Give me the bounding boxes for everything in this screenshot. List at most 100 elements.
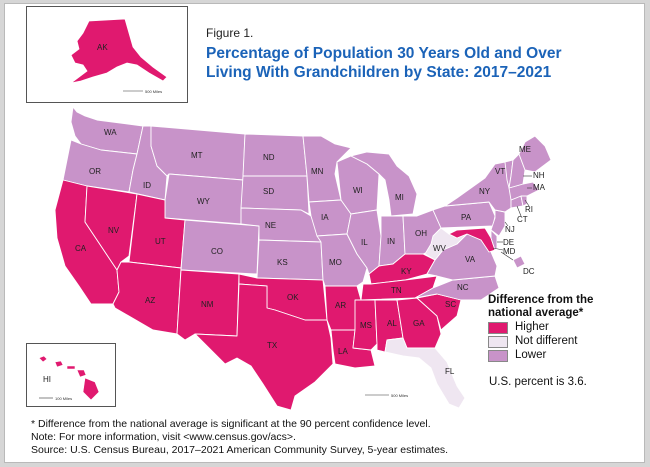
alaska-map: AK 500 Miles [70, 18, 168, 94]
state-label-RI: RI [525, 205, 533, 214]
state-label-MT: MT [191, 151, 203, 160]
state-label-ME: ME [519, 145, 531, 154]
state-label-MS: MS [360, 321, 372, 330]
state-label-DE: DE [503, 238, 514, 247]
legend-swatch-higher [488, 322, 508, 334]
legend-label-not-different: Not different [515, 335, 578, 347]
state-label-ND: ND [263, 153, 275, 162]
state-label-MI: MI [395, 193, 404, 202]
figure-label: Figure 1. [206, 26, 254, 40]
hi-maui [76, 369, 87, 378]
state-label-VT: VT [495, 167, 505, 176]
alaska-scale-label: 500 Miles [145, 89, 162, 94]
state-MD [448, 227, 496, 253]
state-FL [384, 337, 466, 409]
state-label-NE: NE [265, 221, 276, 230]
figure-title: Percentage of Population 30 Years Old an… [206, 44, 626, 82]
state-MN [302, 135, 352, 203]
state-label-WI: WI [353, 186, 363, 195]
state-label-IN: IN [387, 237, 395, 246]
state-ND [242, 133, 308, 177]
state-label-FL: FL [445, 367, 455, 376]
state-label-WV: WV [433, 244, 447, 253]
state-label-DC: DC [523, 267, 535, 276]
hi-oahu [54, 360, 64, 368]
footnote-more-info: Note: For more information, visit <www.c… [31, 431, 296, 443]
state-label-PA: PA [461, 213, 472, 222]
state-label-GA: GA [413, 319, 425, 328]
state-WY [164, 173, 244, 225]
state-label-UT: UT [155, 237, 166, 246]
state-label-AK: AK [97, 43, 108, 52]
state-label-KS: KS [277, 258, 288, 267]
state-label-WY: WY [197, 197, 211, 206]
state-WV [424, 227, 468, 261]
state-label-KY: KY [401, 267, 412, 276]
state-label-NJ: NJ [505, 225, 515, 234]
hawaii-inset: HI 100 Miles [26, 343, 116, 407]
footnote-significance: * Difference from the national average i… [31, 418, 431, 430]
state-label-CT: CT [517, 215, 528, 224]
state-HI [38, 355, 48, 363]
state-MA [508, 181, 540, 201]
state-label-VA: VA [465, 255, 476, 264]
legend-swatch-not-different [488, 336, 508, 348]
state-label-OK: OK [287, 293, 299, 302]
state-label-IA: IA [321, 213, 329, 222]
state-DE [490, 229, 498, 251]
state-labels: WA OR CA NV ID MT WY UT CO AZ NM ND SD N… [75, 128, 546, 376]
state-label-NH: NH [533, 171, 545, 180]
us-percent-text: U.S. percent is 3.6. [489, 376, 587, 388]
state-label-TN: TN [391, 286, 402, 295]
state-DC [512, 255, 526, 269]
state-label-NY: NY [479, 187, 491, 196]
state-label-NC: NC [457, 283, 469, 292]
legend-title-line1: Difference from the [488, 294, 594, 306]
figure-frame: AK 500 Miles Figure 1. Percentage of Pop… [4, 3, 645, 463]
state-label-NM: NM [201, 300, 214, 309]
state-label-OR: OR [89, 167, 101, 176]
state-ME [518, 135, 552, 173]
figure-title-line1: Percentage of Population 30 Years Old an… [206, 45, 562, 62]
state-AK [70, 18, 168, 84]
state-label-MO: MO [329, 258, 342, 267]
state-label-SC: SC [445, 300, 456, 309]
us-map: WA OR CA NV ID MT WY UT CO AZ NM ND SD N… [54, 106, 552, 411]
state-TX [194, 283, 334, 411]
state-KS [256, 239, 324, 281]
legend-swatch-lower [488, 350, 508, 362]
state-label-IL: IL [361, 238, 368, 247]
legend-title-line2: national average* [488, 307, 584, 319]
footnotes: * Difference from the national average i… [31, 418, 448, 457]
state-MI [350, 151, 418, 217]
state-NC [414, 275, 500, 301]
state-label-LA: LA [338, 347, 348, 356]
state-label-MD: MD [503, 247, 516, 256]
state-label-MA: MA [533, 183, 546, 192]
state-label-SD: SD [263, 187, 274, 196]
leader-lines [492, 175, 532, 261]
state-label-MN: MN [311, 167, 324, 176]
state-label-OH: OH [415, 229, 427, 238]
state-label-AL: AL [387, 319, 397, 328]
legend-label-lower: Lower [515, 349, 547, 361]
state-label-NV: NV [108, 226, 120, 235]
state-label-HI: HI [43, 375, 51, 384]
state-label-AR: AR [335, 301, 346, 310]
hawaii-scale-label: 100 Miles [55, 396, 72, 401]
contiguous-scale-label: 500 Miles [391, 393, 408, 398]
figure-title-line2: Living With Grandchildren by State: 2017… [206, 64, 552, 81]
hi-bigisland [82, 377, 100, 401]
state-label-CO: CO [211, 247, 223, 256]
state-label-TX: TX [267, 341, 278, 350]
state-label-WA: WA [104, 128, 117, 137]
alaska-inset: AK 500 Miles [26, 6, 188, 103]
state-label-CA: CA [75, 244, 87, 253]
state-label-AZ: AZ [145, 296, 155, 305]
hawaii-map: HI 100 Miles [38, 355, 100, 401]
footnote-source: Source: U.S. Census Bureau, 2017–2021 Am… [31, 444, 449, 456]
legend-title: Difference from the national average* [488, 294, 628, 320]
hi-molokai [66, 365, 76, 370]
legend-label-higher: Higher [515, 321, 549, 333]
state-label-ID: ID [143, 181, 151, 190]
